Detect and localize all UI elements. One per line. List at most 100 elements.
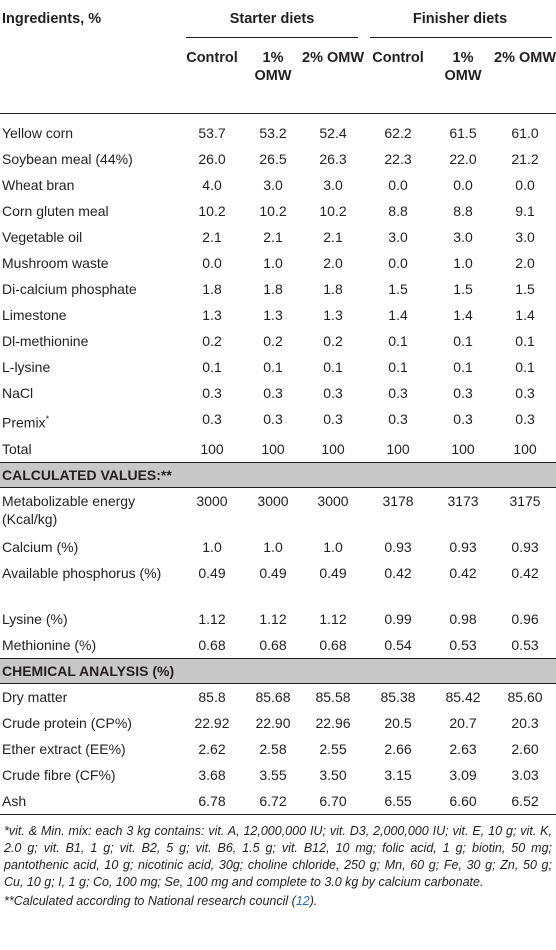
value-cell: 52.4 bbox=[319, 125, 347, 141]
table-row: NaCl 0.3 0.3 0.3 0.3 0.3 0.3 bbox=[0, 380, 556, 406]
value-cell: 0.49 bbox=[259, 564, 287, 581]
value-cell: 100 bbox=[494, 435, 556, 463]
table-row: Crude fibre (CF%) 3.68 3.55 3.50 3.15 3.09 3.0… bbox=[0, 762, 556, 788]
empty-header-cell bbox=[0, 38, 180, 114]
value-cell: 1.4 bbox=[388, 307, 408, 323]
table-row: Available phosphorus (%) 0.49 0.49 0.49 0.42… bbox=[0, 560, 556, 606]
value-cell: 0.2 bbox=[263, 333, 283, 349]
value-cell: 0.1 bbox=[263, 359, 283, 375]
value-cell: 0.3 bbox=[202, 411, 222, 427]
citation-link[interactable]: 12 bbox=[295, 893, 310, 908]
value-cell: 3.50 bbox=[319, 766, 347, 783]
value-cell: 85.42 bbox=[445, 688, 481, 705]
subcolumn-header: 2% OMW bbox=[494, 50, 556, 66]
row-label: Di-calcium phosphate bbox=[2, 281, 137, 297]
table-row: Soybean meal (44%) 26.0 26.5 26.3 22.3 22.0 21… bbox=[0, 146, 556, 172]
value-cell: 2.63 bbox=[449, 740, 477, 757]
value-cell: 6.60 bbox=[432, 787, 495, 815]
subcolumn-header: 2% OMW bbox=[302, 50, 365, 66]
value-cell: 2.62 bbox=[198, 740, 226, 757]
table-row: Wheat bran 4.0 3.0 3.0 0.0 0.0 0.0 bbox=[0, 172, 556, 198]
table-row: Premix* 0.3 0.3 0.3 0.3 0.3 0.3 bbox=[0, 406, 556, 436]
value-cell: 1.12 bbox=[259, 610, 287, 627]
value-cell: 0.2 bbox=[323, 333, 343, 349]
table-row: Yellow corn 53.7 53.2 52.4 62.2 61.5 61.0 bbox=[0, 114, 556, 147]
table-body: Yellow corn 53.7 53.2 52.4 62.2 61.5 61.0 Soybe… bbox=[0, 114, 556, 815]
row-label: Ash bbox=[0, 787, 180, 815]
row-label: Mushroom waste bbox=[2, 255, 109, 271]
row-label: Soybean meal (44%) bbox=[2, 151, 133, 167]
value-cell: 9.1 bbox=[515, 203, 535, 219]
value-cell: 6.70 bbox=[302, 787, 365, 815]
table-row: Vegetable oil 2.1 2.1 2.1 3.0 3.0 3.0 bbox=[0, 224, 556, 250]
value-cell: 3.0 bbox=[323, 177, 343, 193]
value-cell: 1.3 bbox=[202, 307, 222, 323]
value-cell: 6.72 bbox=[244, 787, 302, 815]
value-cell: 3175 bbox=[509, 492, 541, 509]
value-cell: 0.0 bbox=[388, 177, 408, 193]
value-cell: 61.0 bbox=[511, 125, 539, 141]
value-cell: 0.1 bbox=[453, 333, 473, 349]
value-cell: 22.3 bbox=[384, 151, 412, 167]
row-label: Metabolizable energy (Kcal/kg) bbox=[2, 492, 136, 527]
value-cell: 3.55 bbox=[259, 766, 287, 783]
value-cell: 1.3 bbox=[323, 307, 343, 323]
value-cell: 1.0 bbox=[263, 255, 283, 271]
value-cell: 26.0 bbox=[198, 151, 226, 167]
value-cell: 1.4 bbox=[453, 307, 473, 323]
value-cell: 1.0 bbox=[202, 538, 222, 555]
value-cell: 3173 bbox=[447, 492, 479, 509]
value-cell: 3178 bbox=[382, 492, 414, 509]
diet-composition-table-wrapper: Ingredients, % Starter diets Finisher di… bbox=[0, 0, 556, 815]
value-cell: 85.38 bbox=[380, 688, 416, 705]
table-row: Lysine (%) 1.12 1.12 1.12 0.99 0.98 0.96 bbox=[0, 606, 556, 632]
value-cell: 85.58 bbox=[315, 688, 351, 705]
value-cell: 4.0 bbox=[202, 177, 222, 193]
row-label: Limestone bbox=[2, 307, 67, 323]
subcolumn-header: Control bbox=[372, 50, 424, 66]
value-cell: 0.68 bbox=[319, 636, 347, 653]
value-cell: 0.0 bbox=[453, 177, 473, 193]
value-cell: 0.2 bbox=[202, 333, 222, 349]
starter-diets-header: Starter diets bbox=[180, 0, 364, 38]
table-row: Dry matter 85.8 85.68 85.58 85.38 85.42 85.60 bbox=[0, 683, 556, 710]
value-cell: 10.2 bbox=[319, 203, 347, 219]
value-cell: 2.60 bbox=[511, 740, 539, 757]
subcolumn-header-row: Control 1% OMW 2% OMW Control 1% OMW 2% OMW bbox=[0, 38, 556, 114]
value-cell: 85.68 bbox=[255, 688, 291, 705]
value-cell: 0.3 bbox=[453, 411, 473, 427]
value-cell: 1.0 bbox=[323, 538, 343, 555]
subcolumn-header: 1% OMW bbox=[254, 50, 292, 84]
value-cell: 1.0 bbox=[263, 538, 283, 555]
value-cell: 26.3 bbox=[319, 151, 347, 167]
value-cell: 0.49 bbox=[198, 564, 226, 581]
table-row: Calcium (%) 1.0 1.0 1.0 0.93 0.93 0.93 bbox=[0, 534, 556, 560]
value-cell: 0.93 bbox=[511, 538, 539, 555]
value-cell: 26.5 bbox=[259, 151, 287, 167]
row-label: Vegetable oil bbox=[2, 229, 83, 245]
value-cell: 20.3 bbox=[511, 714, 539, 731]
row-label: Crude fibre (CF%) bbox=[2, 766, 116, 783]
table-row: Di-calcium phosphate 1.8 1.8 1.8 1.5 1.5 1.5 bbox=[0, 276, 556, 302]
table-row: Metabolizable energy (Kcal/kg) 3000 3000 30… bbox=[0, 487, 556, 534]
footnote-premix: *vit. & Min. mix: each 3 kg contains: vi… bbox=[4, 823, 552, 889]
value-cell: 0.93 bbox=[384, 538, 412, 555]
value-cell: 0.3 bbox=[263, 411, 283, 427]
value-cell: 3000 bbox=[196, 492, 228, 509]
value-cell: 1.3 bbox=[263, 307, 283, 323]
value-cell: 0.3 bbox=[388, 411, 408, 427]
value-cell: 0.42 bbox=[384, 564, 412, 581]
row-label: Dry matter bbox=[2, 688, 68, 705]
value-cell: 100 bbox=[302, 435, 365, 463]
value-cell: 100 bbox=[432, 435, 495, 463]
value-cell: 0.1 bbox=[388, 359, 408, 375]
value-cell: 3.0 bbox=[515, 229, 535, 245]
value-cell: 0.49 bbox=[319, 564, 347, 581]
value-cell: 6.78 bbox=[180, 787, 244, 815]
chemical-analysis-section: CHEMICAL ANALYSIS (%) bbox=[0, 657, 556, 684]
value-cell: 6.52 bbox=[494, 787, 556, 815]
value-cell: 0.3 bbox=[323, 411, 343, 427]
value-cell: 1.12 bbox=[198, 610, 226, 627]
value-cell: 1.0 bbox=[453, 255, 473, 271]
value-cell: 0.53 bbox=[449, 636, 477, 653]
